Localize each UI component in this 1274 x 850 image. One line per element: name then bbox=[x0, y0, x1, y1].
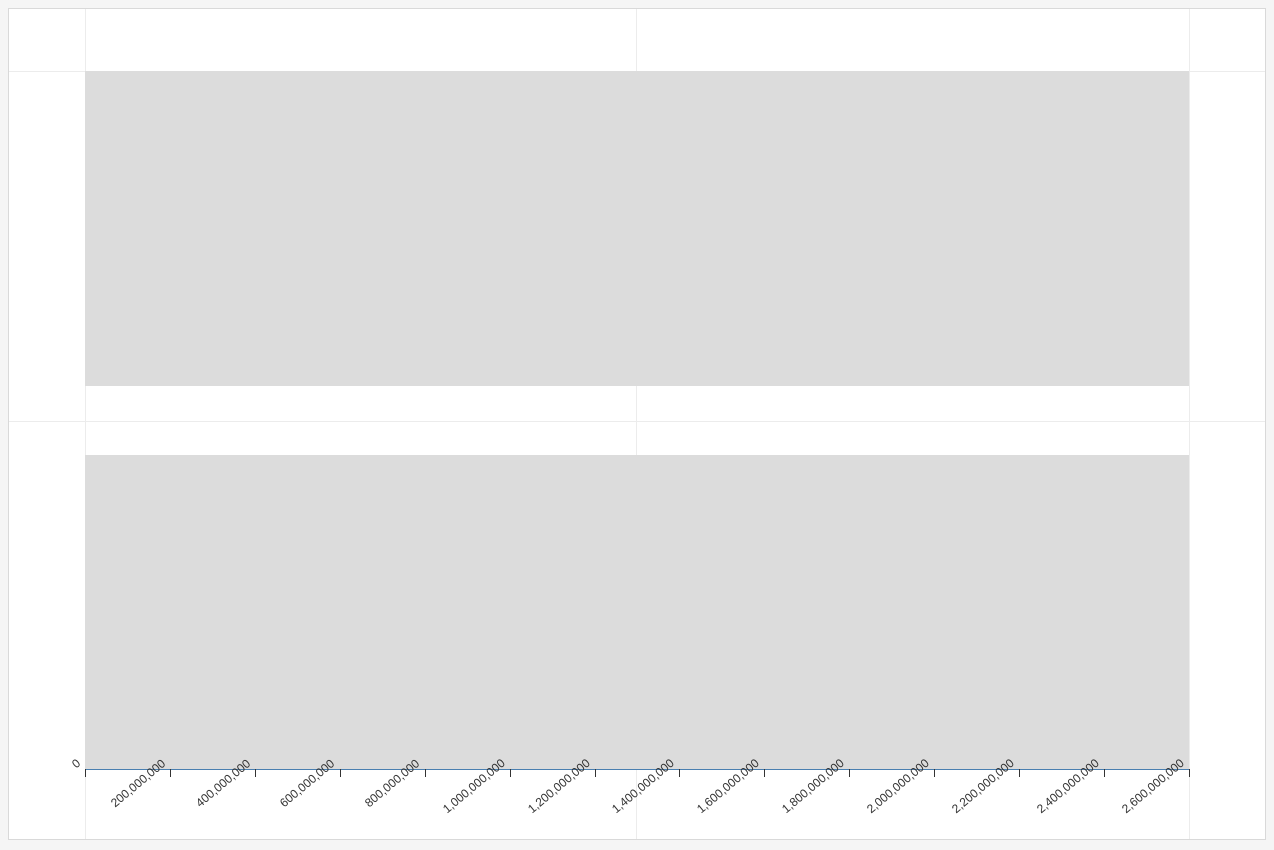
x-axis-tick bbox=[1019, 769, 1020, 777]
chart-frame: 0200,000,000400,000,000600,000,000800,00… bbox=[8, 8, 1266, 840]
x-axis-tick bbox=[934, 769, 935, 777]
x-axis-tick bbox=[425, 769, 426, 777]
x-axis-tick bbox=[510, 769, 511, 777]
x-axis-tick bbox=[85, 769, 86, 777]
x-axis-tick bbox=[340, 769, 341, 777]
x-axis-tick bbox=[1189, 769, 1190, 777]
grid-hline bbox=[9, 421, 1265, 422]
grid-vline bbox=[1189, 9, 1190, 839]
lower-plot-area bbox=[85, 455, 1189, 769]
x-axis-tick bbox=[849, 769, 850, 777]
x-axis-tick bbox=[595, 769, 596, 777]
x-axis-tick bbox=[170, 769, 171, 777]
x-axis-tick bbox=[1104, 769, 1105, 777]
x-axis-tick bbox=[764, 769, 765, 777]
x-axis-tick bbox=[679, 769, 680, 777]
x-axis-tick-label: 0 bbox=[69, 756, 83, 771]
x-axis-tick bbox=[255, 769, 256, 777]
upper-plot-area bbox=[85, 71, 1189, 386]
